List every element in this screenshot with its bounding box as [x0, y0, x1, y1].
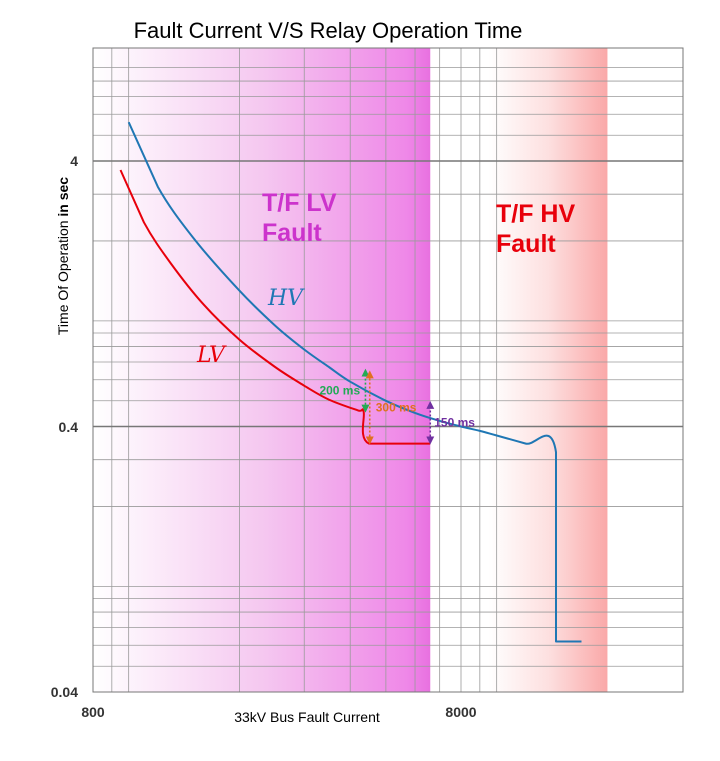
region-band-1	[488, 48, 608, 692]
y-tick-label: 0.4	[59, 419, 79, 435]
y-tick-label: 0.04	[51, 684, 78, 700]
region-label-hv-line2: Fault	[496, 230, 556, 258]
x-axis-label: 33kV Bus Fault Current	[234, 709, 380, 725]
grid-layer	[93, 48, 683, 692]
x-tick-label: 800	[81, 704, 105, 720]
region-label-lv-line2: Fault	[262, 219, 322, 247]
region-label-hv-line1: T/F HV	[496, 200, 575, 228]
x-tick-label: 8000	[445, 704, 476, 720]
annotation-label: 300 ms	[376, 400, 417, 414]
region-band-0	[93, 48, 431, 692]
annotation-label: 200 ms	[319, 384, 360, 398]
y-axis-label-text: Time Of Operation	[55, 217, 71, 336]
series-line-hv	[127, 121, 582, 643]
y-axis-label-unit: in sec	[55, 177, 71, 217]
regions-layer	[93, 48, 608, 692]
y-tick-label: 4	[70, 153, 78, 169]
region-label-lv-line1: T/F LV	[262, 189, 337, 217]
annotation-label: 150 ms	[434, 416, 475, 430]
series-label-lv: LV	[196, 343, 227, 368]
series-label-hv: HV	[267, 286, 305, 311]
region-label-lv: T/F LV Fault	[262, 189, 337, 247]
region-label-hv: T/F HV Fault	[496, 200, 575, 258]
chart-title: Fault Current V/S Relay Operation Time	[134, 18, 523, 43]
y-axis-label: Time Of Operation in sec	[55, 177, 71, 335]
plot-frame	[92, 47, 684, 693]
annotation-layer: 200 ms 300 ms 150 ms	[319, 368, 475, 445]
